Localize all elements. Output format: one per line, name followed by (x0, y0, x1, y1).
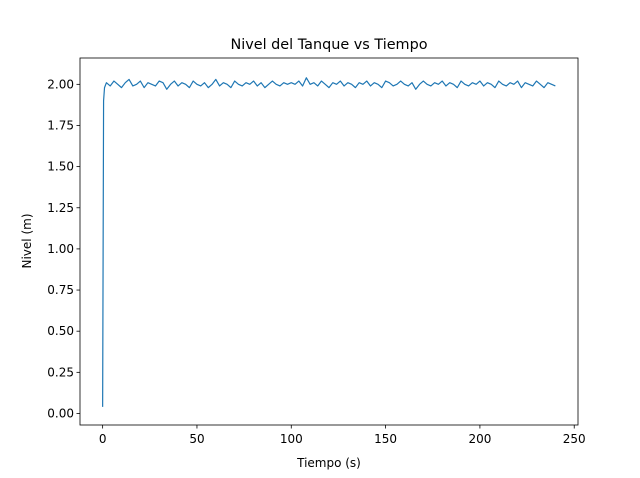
y-axis-label: Nivel (m) (20, 214, 34, 269)
y-tick-label: 1.50 (47, 160, 74, 174)
y-tick-label: 0.25 (47, 365, 74, 379)
y-tick-label: 2.00 (47, 77, 74, 91)
axes-frame (79, 57, 579, 426)
y-tick-label: 1.75 (47, 118, 74, 132)
x-tick-label: 150 (374, 432, 397, 446)
x-tick-label: 50 (189, 432, 204, 446)
x-tick-label: 0 (99, 432, 107, 446)
y-tick-label: 1.25 (47, 201, 74, 215)
y-tick-label: 0.75 (47, 283, 74, 297)
x-tick-label: 100 (280, 432, 303, 446)
data-line (102, 77, 556, 407)
y-tick-label: 0.50 (47, 324, 74, 338)
y-tick-label: 1.00 (47, 242, 74, 256)
x-tick-label: 200 (468, 432, 491, 446)
x-axis-label: Tiempo (s) (296, 456, 361, 470)
chart-title: Nivel del Tanque vs Tiempo (230, 37, 427, 53)
y-tick-label: 0.00 (47, 406, 74, 420)
x-tick-label: 250 (563, 432, 586, 446)
